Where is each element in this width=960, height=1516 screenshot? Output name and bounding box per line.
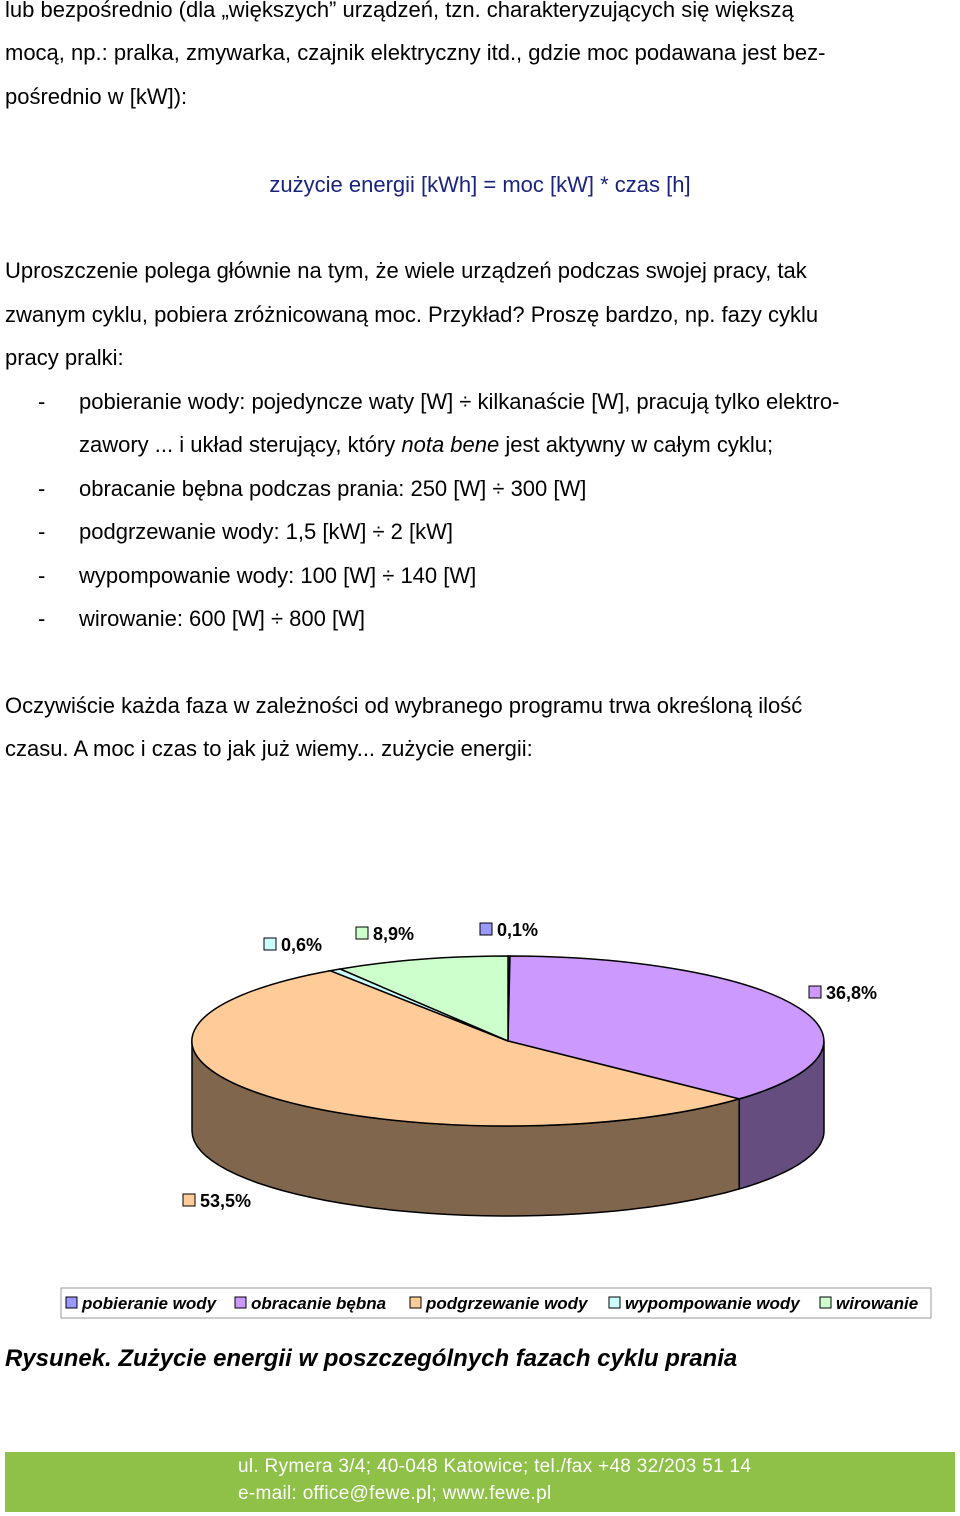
energy-pie-chart: 0,1% 36,8% 53,5% 0,6% 8,9% pobieranie wody obr… bbox=[60, 920, 932, 1319]
figure-caption: Rysunek. Zużycie energii w poszczególnyc… bbox=[5, 1345, 738, 1372]
chart-legend bbox=[60, 1287, 932, 1319]
pie-label-value: 36,8% bbox=[826, 983, 877, 1003]
legend-swatch bbox=[234, 1296, 247, 1309]
intro-line-2: mocą, np.: pralka, zmywarka, czajnik ele… bbox=[5, 40, 826, 65]
pie-label-swatch bbox=[263, 937, 277, 951]
pie-data-label: 53,5% bbox=[182, 1191, 251, 1211]
footer-bar: ul. Rymera 3/4; 40-048 Katowice; tel./fa… bbox=[5, 1452, 955, 1512]
pie-label-value: 53,5% bbox=[200, 1191, 251, 1211]
list-dash: - bbox=[38, 519, 46, 544]
pie-label-value: 0,1% bbox=[497, 920, 538, 940]
list-item-1-line-2: zawory ... i układ sterujący, który nota… bbox=[79, 423, 957, 467]
footer-contact: e-mail: office@fewe.pl; www.fewe.pl bbox=[238, 1483, 552, 1504]
paragraph-2-line-1: Oczywiście każda faza w zależności od wy… bbox=[5, 693, 803, 718]
list-item-1-line-1: pobieranie wody: pojedyncze waty [W] ÷ k… bbox=[79, 389, 840, 414]
legend-swatch bbox=[65, 1296, 78, 1309]
paragraph-2-line-2: czasu. A moc i czas to jak już wiemy... … bbox=[5, 736, 533, 761]
pie-label-value: 0,6% bbox=[281, 935, 322, 955]
pie-slice-wirowanie bbox=[337, 955, 509, 1043]
intro-line-3: pośrednio w [kW]): bbox=[5, 84, 188, 109]
pie-label-swatch bbox=[355, 926, 369, 940]
list-item-1-text-b: jest aktywny w całym cyklu; bbox=[499, 432, 774, 457]
list-dash: - bbox=[38, 476, 46, 501]
pie-slice-podgrzewanie-wody bbox=[191, 969, 743, 1127]
list-dash: - bbox=[38, 563, 46, 588]
paragraph-1-line-3: pracy pralki: bbox=[5, 345, 124, 370]
pie-label-swatch bbox=[479, 922, 493, 936]
list-item-2: obracanie bębna podczas prania: 250 [W] … bbox=[79, 476, 587, 501]
footer-address: ul. Rymera 3/4; 40-048 Katowice; tel./fa… bbox=[238, 1456, 752, 1477]
energy-formula: zużycie energii [kWh] = moc [kW] * czas … bbox=[269, 172, 691, 197]
pie-data-label: 8,9% bbox=[355, 924, 414, 944]
pie-slice-obracanie-bębna bbox=[507, 955, 825, 1100]
list-dash: - bbox=[38, 606, 46, 631]
legend-swatch bbox=[819, 1296, 832, 1309]
legend-entry: obracanie bębna bbox=[251, 1294, 386, 1313]
list-item-5: wirowanie: 600 [W] ÷ 800 [W] bbox=[79, 606, 365, 631]
legend-swatch bbox=[409, 1296, 422, 1309]
legend-swatch bbox=[608, 1296, 621, 1309]
list-item-1-text-a: zawory ... i układ sterujący, który bbox=[79, 432, 402, 457]
legend-entry: pobieranie wody bbox=[81, 1294, 218, 1313]
legend-entry: podgrzewanie wody bbox=[425, 1294, 589, 1313]
pie-data-label: 0,6% bbox=[263, 935, 322, 955]
list-dash: - bbox=[38, 389, 46, 414]
legend-entry: wirowanie bbox=[836, 1294, 918, 1313]
intro-line-1: lub bezpośrednio (dla „większych” urządz… bbox=[5, 0, 794, 22]
pie-label-swatch bbox=[808, 985, 822, 999]
list-item-1-italic: nota bene bbox=[401, 432, 500, 457]
pie-data-label: 0,1% bbox=[479, 920, 538, 940]
list-item-3: podgrzewanie wody: 1,5 [kW] ÷ 2 [kW] bbox=[79, 519, 453, 544]
paragraph-1-line-1: Uproszczenie polega głównie na tym, że w… bbox=[5, 258, 807, 283]
pie-label-swatch bbox=[182, 1193, 196, 1207]
legend-entry: wypompowanie wody bbox=[625, 1294, 801, 1313]
paragraph-1-line-2: zwanym cyklu, pobiera zróżnicowaną moc. … bbox=[5, 302, 819, 327]
pie-label-value: 8,9% bbox=[373, 924, 414, 944]
list-item-4: wypompowanie wody: 100 [W] ÷ 140 [W] bbox=[79, 563, 477, 588]
pie-data-label: 36,8% bbox=[808, 983, 877, 1003]
